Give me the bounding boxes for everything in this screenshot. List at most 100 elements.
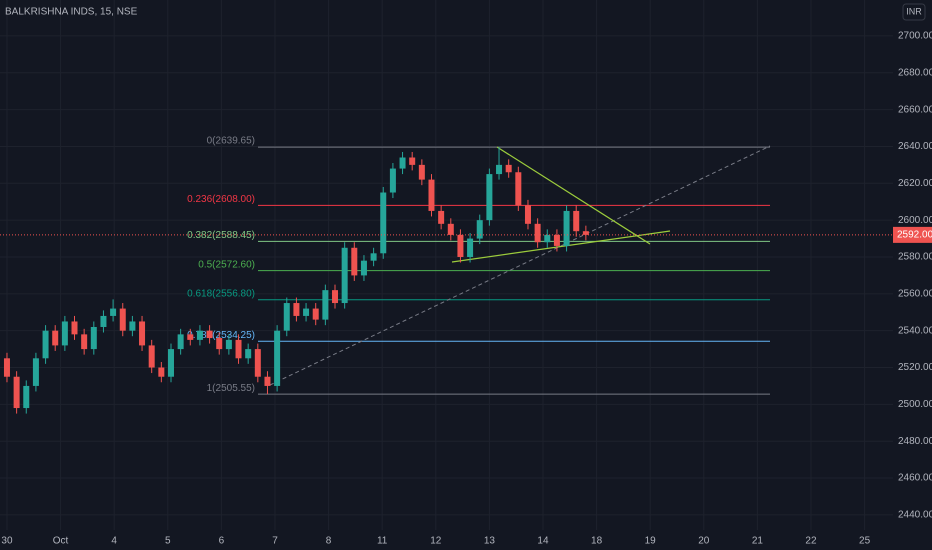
- candle-body: [61, 321, 68, 346]
- candle-body: [428, 179, 435, 211]
- y-tick-label: 2500.00: [898, 399, 932, 410]
- currency-box[interactable]: [902, 3, 926, 21]
- x-tick-label: 4: [111, 536, 117, 547]
- x-tick-label: 18: [591, 536, 603, 547]
- y-tick-label: 2700.00: [898, 31, 932, 42]
- candle-body: [515, 172, 522, 206]
- candle-body: [524, 205, 531, 224]
- x-tick-label: 30: [1, 536, 13, 547]
- candle-body: [235, 339, 242, 359]
- candle-body: [553, 234, 560, 246]
- candle-body: [389, 168, 396, 193]
- candle-body: [139, 321, 146, 346]
- x-tick-label: 22: [805, 536, 817, 547]
- y-tick-label: 2580.00: [898, 252, 932, 263]
- candle-body: [71, 321, 78, 335]
- x-tick-label: 7: [272, 536, 278, 547]
- candle-body: [225, 339, 232, 350]
- y-tick-label: 2600.00: [898, 215, 932, 226]
- y-tick-label: 2680.00: [898, 67, 932, 78]
- candle-body: [32, 358, 39, 386]
- y-tick-label: 2460.00: [898, 473, 932, 484]
- fib-label: 1(2505.55): [207, 383, 255, 394]
- candle-body: [196, 330, 203, 340]
- candle-body: [100, 315, 107, 327]
- currency[interactable]: INR: [906, 6, 922, 16]
- candle-body: [177, 334, 184, 350]
- candle-body: [496, 164, 503, 175]
- candle-body: [341, 247, 348, 304]
- y-tick-label: 2620.00: [898, 178, 932, 189]
- x-tick-label: 6: [219, 536, 225, 547]
- candle-body: [216, 338, 223, 350]
- candle-body: [447, 223, 454, 235]
- chart-title: BALKRISHNA INDS, 15, NSE: [5, 7, 138, 18]
- candle-body: [312, 308, 319, 320]
- fib-label: 0.236(2608.00): [187, 194, 255, 205]
- candle-body: [187, 334, 194, 340]
- candle-body: [167, 349, 174, 377]
- candle-body: [351, 247, 358, 276]
- candle-body: [303, 308, 310, 316]
- candle-body: [360, 260, 367, 276]
- fib-label: 0(2639.65): [207, 136, 255, 147]
- candle-body: [573, 210, 580, 232]
- candles: [3, 147, 589, 414]
- candle-body: [505, 164, 512, 173]
- candle-body: [582, 231, 589, 235]
- x-tick-label: 25: [859, 536, 871, 547]
- x-tick-label: 5: [165, 536, 171, 547]
- y-tick-label: 2540.00: [898, 325, 932, 336]
- candle-body: [274, 330, 281, 386]
- candle-body: [332, 290, 339, 304]
- candle-body: [457, 234, 464, 257]
- fib-label: 0.618(2556.80): [187, 288, 255, 299]
- candle-body: [245, 349, 252, 359]
- candle-body: [254, 349, 261, 377]
- x-tick-label: 21: [752, 536, 764, 547]
- candle-body: [90, 326, 97, 350]
- x-tick-label: 11: [377, 536, 388, 547]
- candle-body: [476, 220, 483, 239]
- x-tick-label: 8: [326, 536, 332, 547]
- fib-label: 0.382(2588.45): [187, 230, 255, 241]
- grid: [0, 0, 893, 530]
- x-tick-label: Oct: [53, 536, 69, 547]
- y-tick-label: 2480.00: [898, 436, 932, 447]
- candle-body: [293, 303, 300, 316]
- candle-body: [563, 210, 570, 246]
- candle-body: [129, 321, 136, 331]
- candle-body: [370, 253, 377, 261]
- candle-body: [283, 303, 290, 331]
- candle-body: [23, 385, 30, 409]
- y-tick-label: 2560.00: [898, 288, 932, 299]
- y-tick-label: 2520.00: [898, 362, 932, 373]
- candle-body: [264, 376, 271, 386]
- candle-body: [13, 376, 20, 409]
- candle-body: [409, 157, 416, 165]
- fib-label: 0.5(2572.60): [198, 259, 255, 270]
- candle-body: [110, 308, 117, 316]
- candle-body: [486, 174, 493, 221]
- x-tick-label: 19: [645, 536, 657, 547]
- x-tick-label: 20: [698, 536, 710, 547]
- candle-body: [534, 223, 541, 243]
- y-tick-label: 2440.00: [898, 510, 932, 521]
- candle-body: [438, 210, 445, 224]
- upper-trendline: [496, 146, 651, 245]
- candle-body: [148, 345, 155, 368]
- candle-body: [52, 330, 59, 346]
- candle-body: [467, 238, 474, 257]
- candle-body: [544, 234, 551, 243]
- last-price-tag: [893, 226, 932, 243]
- x-tick-label: 12: [430, 536, 442, 547]
- candle-body: [418, 164, 425, 180]
- lower-trendline: [451, 230, 671, 263]
- y-tick-label: 2640.00: [898, 141, 932, 152]
- x-tick-label: 13: [484, 536, 496, 547]
- candle-body: [3, 358, 10, 377]
- candle-body: [81, 334, 88, 350]
- candle-body: [380, 192, 387, 254]
